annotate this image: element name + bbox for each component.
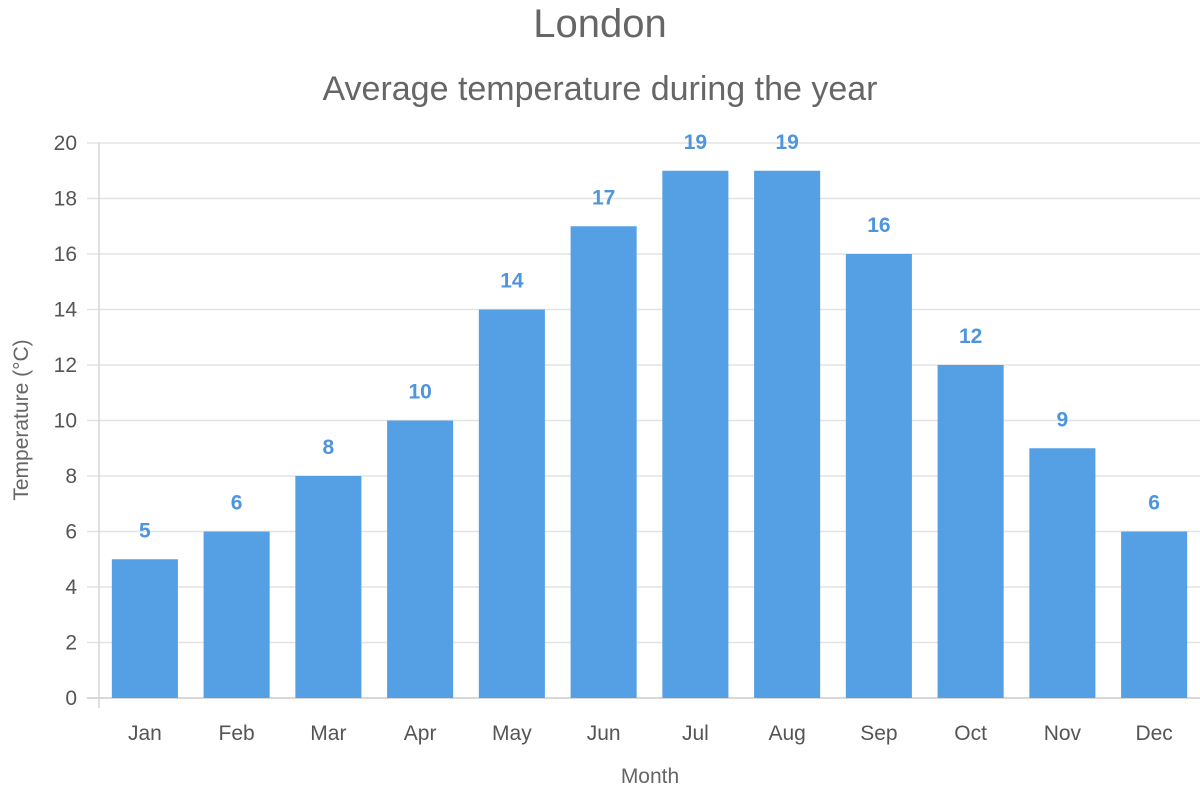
x-tick-label: Aug bbox=[768, 722, 805, 745]
grid-lines bbox=[87, 142, 1200, 699]
data-label: 5 bbox=[139, 519, 151, 542]
y-tick-label: 16 bbox=[54, 243, 77, 266]
data-label: 16 bbox=[867, 214, 890, 237]
y-tick-label: 14 bbox=[54, 299, 78, 322]
x-tick-label: Jan bbox=[128, 722, 162, 745]
data-label: 6 bbox=[1148, 492, 1160, 515]
x-tick-label: Feb bbox=[219, 722, 255, 745]
y-tick-label: 18 bbox=[54, 188, 77, 211]
x-axis: Jan Feb Mar Apr May Jun Jul Aug Sep Oct Nov Dec bbox=[128, 722, 1173, 745]
data-label: 8 bbox=[323, 436, 335, 459]
y-tick-label: 8 bbox=[65, 465, 77, 488]
x-tick-label: Nov bbox=[1044, 722, 1082, 745]
data-labels-group: 5 6 8 10 14 17 19 19 16 12 9 6 bbox=[139, 131, 1160, 543]
bar bbox=[1121, 531, 1188, 698]
bar bbox=[1029, 448, 1096, 698]
bar bbox=[570, 226, 637, 698]
chart-subtitle: Average temperature during the year bbox=[322, 70, 878, 108]
x-tick-label: Oct bbox=[954, 722, 987, 745]
data-label: 14 bbox=[500, 270, 524, 293]
y-tick-label: 20 bbox=[54, 132, 77, 155]
bar bbox=[295, 476, 362, 698]
chart-title: London bbox=[533, 2, 667, 46]
bar bbox=[937, 365, 1004, 698]
data-label: 19 bbox=[775, 131, 798, 154]
bar bbox=[754, 170, 821, 698]
bar bbox=[478, 309, 545, 698]
y-tick-label: 12 bbox=[54, 354, 77, 377]
y-tick-label: 10 bbox=[54, 410, 77, 433]
x-tick-label: Sep bbox=[860, 722, 897, 745]
data-label: 17 bbox=[592, 186, 615, 209]
y-tick-label: 2 bbox=[65, 632, 77, 655]
bar bbox=[203, 531, 270, 698]
bars-group bbox=[111, 170, 1188, 698]
bar bbox=[387, 420, 454, 698]
bar bbox=[111, 559, 178, 698]
bar bbox=[845, 254, 912, 698]
y-axis: 0 2 4 6 8 10 12 14 16 18 20 bbox=[54, 132, 100, 710]
data-label: 12 bbox=[959, 325, 982, 348]
data-label: 10 bbox=[408, 381, 431, 404]
data-label: 9 bbox=[1057, 408, 1069, 431]
x-tick-label: Apr bbox=[404, 722, 437, 745]
data-label: 19 bbox=[684, 131, 707, 154]
x-tick-label: Mar bbox=[310, 722, 346, 745]
x-axis-title: Month bbox=[621, 765, 679, 788]
y-tick-label: 6 bbox=[65, 521, 77, 544]
bar bbox=[662, 170, 729, 698]
x-tick-label: Dec bbox=[1135, 722, 1172, 745]
x-tick-label: Jun bbox=[587, 722, 621, 745]
y-tick-label: 0 bbox=[65, 687, 77, 710]
y-tick-label: 4 bbox=[65, 576, 77, 599]
x-tick-label: May bbox=[492, 722, 532, 745]
y-axis-title: Temperature (°C) bbox=[10, 339, 33, 500]
x-tick-label: Jul bbox=[682, 722, 709, 745]
data-label: 6 bbox=[231, 492, 243, 515]
